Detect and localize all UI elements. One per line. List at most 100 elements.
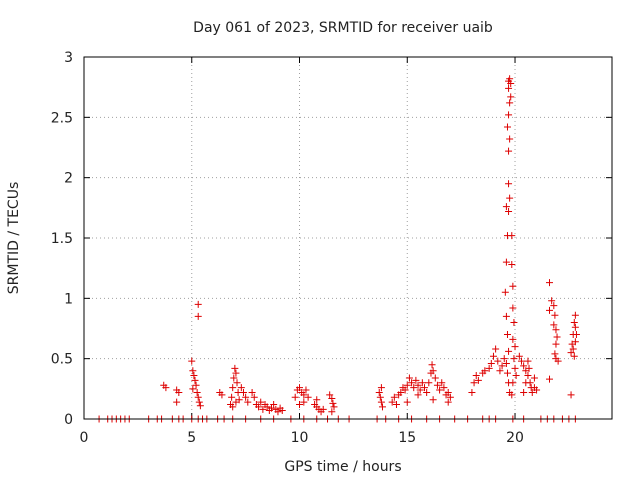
data-point bbox=[423, 388, 431, 396]
data-point bbox=[296, 384, 304, 392]
data-point bbox=[511, 343, 519, 351]
data-point bbox=[405, 374, 413, 382]
data-point bbox=[550, 321, 558, 329]
data-point bbox=[196, 402, 204, 410]
data-point bbox=[506, 135, 514, 143]
y-axis-label: SRMTID / TECUs bbox=[6, 182, 22, 295]
data-point bbox=[414, 381, 422, 389]
data-point bbox=[444, 398, 452, 406]
data-point bbox=[237, 384, 245, 392]
data-point bbox=[296, 401, 304, 409]
data-point bbox=[278, 407, 286, 415]
data-point bbox=[524, 372, 532, 380]
data-point bbox=[524, 357, 532, 365]
x-tick-label: 5 bbox=[187, 430, 196, 446]
data-point bbox=[255, 403, 263, 411]
data-point bbox=[567, 391, 575, 399]
data-point bbox=[313, 396, 321, 404]
data-point bbox=[487, 359, 495, 367]
data-point bbox=[528, 388, 536, 396]
data-point bbox=[569, 345, 577, 353]
data-point bbox=[512, 372, 520, 380]
grid-lines bbox=[84, 57, 612, 419]
data-point bbox=[551, 311, 559, 319]
x-tick-label: 15 bbox=[398, 430, 416, 446]
data-point bbox=[330, 403, 338, 411]
data-point bbox=[175, 388, 183, 396]
data-point bbox=[502, 312, 510, 320]
data-point bbox=[498, 362, 506, 370]
data-point bbox=[474, 376, 482, 384]
data-point bbox=[570, 318, 578, 326]
data-point bbox=[444, 388, 452, 396]
data-point bbox=[267, 404, 275, 412]
data-point bbox=[408, 379, 416, 387]
data-point bbox=[571, 338, 579, 346]
data-point bbox=[503, 331, 511, 339]
data-point bbox=[418, 379, 426, 387]
data-point bbox=[300, 391, 308, 399]
data-point bbox=[291, 393, 299, 401]
data-point bbox=[421, 384, 429, 392]
data-point bbox=[550, 302, 558, 310]
data-point bbox=[233, 379, 241, 387]
data-point bbox=[239, 388, 247, 396]
x-tick-labels: 0 5 10 15 20 bbox=[80, 430, 524, 446]
data-point bbox=[229, 384, 237, 392]
data-point bbox=[481, 367, 489, 375]
data-point bbox=[250, 393, 258, 401]
x-tick-label: 10 bbox=[291, 430, 309, 446]
data-point bbox=[194, 393, 202, 401]
data-point bbox=[162, 384, 170, 392]
y-tick-labels: 0 0.5 1 1.5 2 2.5 3 bbox=[51, 50, 73, 428]
data-point bbox=[520, 362, 528, 370]
data-point bbox=[378, 403, 386, 411]
data-point bbox=[502, 203, 510, 211]
data-point bbox=[505, 347, 513, 355]
data-point bbox=[492, 345, 500, 353]
y-tick-label: 0 bbox=[64, 412, 73, 428]
data-point bbox=[403, 381, 411, 389]
data-point bbox=[193, 388, 201, 396]
data-point bbox=[319, 405, 327, 413]
data-point bbox=[257, 398, 265, 406]
data-point bbox=[517, 357, 525, 365]
data-point bbox=[496, 367, 504, 375]
data-point bbox=[571, 311, 579, 319]
data-point bbox=[502, 359, 510, 367]
data-point bbox=[231, 364, 239, 372]
data-point bbox=[410, 384, 418, 392]
data-point bbox=[508, 391, 516, 399]
data-point bbox=[506, 75, 514, 83]
data-point bbox=[194, 312, 202, 320]
data-point bbox=[429, 367, 437, 375]
data-point bbox=[507, 80, 515, 88]
data-point bbox=[329, 399, 337, 407]
data-point bbox=[446, 393, 454, 401]
data-point bbox=[401, 386, 409, 394]
data-point bbox=[489, 352, 497, 360]
data-point bbox=[228, 393, 236, 401]
data-point bbox=[412, 376, 420, 384]
data-point bbox=[248, 388, 256, 396]
data-point bbox=[554, 357, 562, 365]
data-point bbox=[525, 364, 533, 372]
data-point bbox=[546, 279, 554, 287]
data-point bbox=[509, 304, 517, 312]
data-point bbox=[510, 318, 518, 326]
data-point bbox=[375, 388, 383, 396]
data-point bbox=[546, 375, 554, 383]
plot-frame bbox=[83, 56, 613, 420]
y-tick-label: 0.5 bbox=[51, 352, 73, 368]
data-point bbox=[304, 393, 312, 401]
data-point bbox=[508, 232, 516, 240]
data-point bbox=[470, 379, 478, 387]
data-point bbox=[377, 398, 385, 406]
data-point bbox=[567, 349, 575, 357]
data-point bbox=[433, 381, 441, 389]
data-point bbox=[506, 194, 514, 202]
y-tick-label: 2.5 bbox=[51, 110, 73, 126]
data-point bbox=[505, 84, 513, 92]
data-point bbox=[522, 379, 530, 387]
